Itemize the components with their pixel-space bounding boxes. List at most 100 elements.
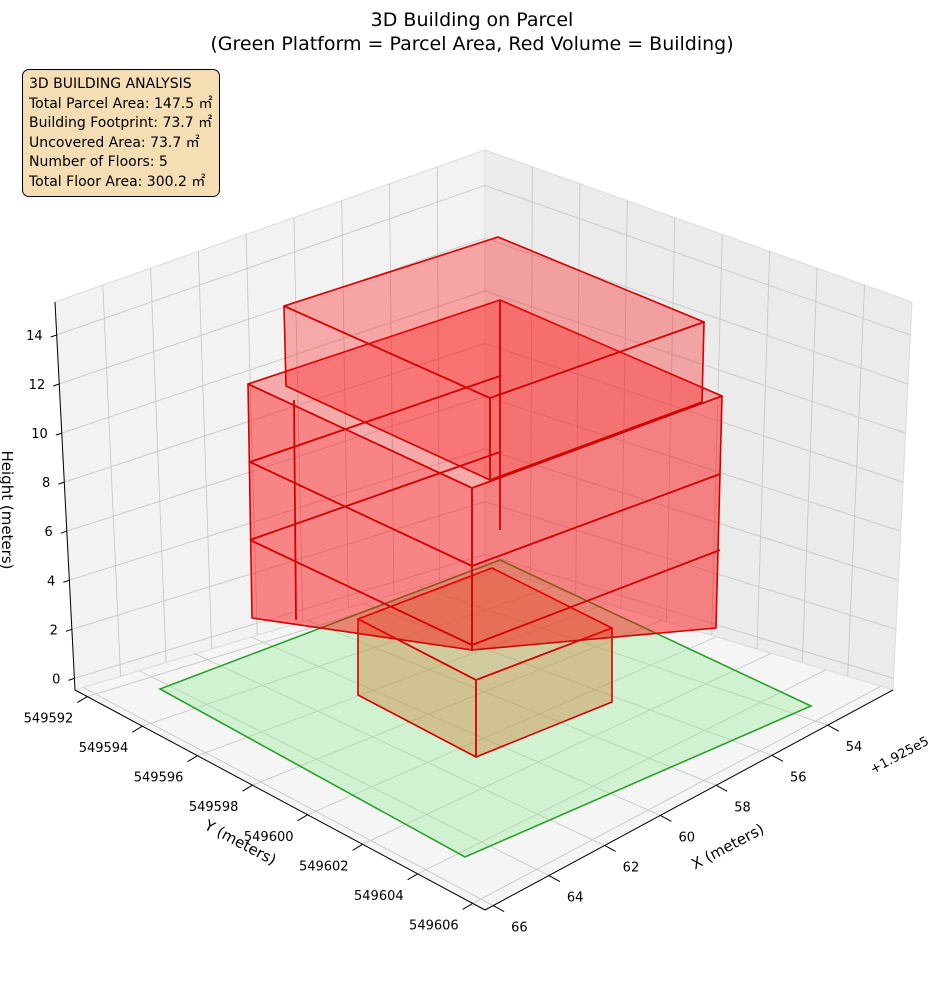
y-grid-line-floor — [362, 652, 772, 845]
y-tick-label: 549606 — [409, 918, 459, 933]
z-axis-label: Height (meters) — [0, 451, 16, 570]
y-tick-label: 549592 — [24, 712, 74, 727]
x-tick-label: 56 — [790, 770, 807, 785]
right-wall-vertical-grid — [575, 183, 581, 595]
z-tick-mark — [65, 628, 73, 632]
x-tick-mark — [492, 905, 505, 913]
annotation-line-floor-area: Total Floor Area: 300.2 ㎡ — [29, 173, 206, 190]
floor-line-left-2 — [249, 539, 473, 646]
tower-top-right-face — [489, 321, 705, 481]
y-tick-mark — [132, 725, 143, 733]
y-grid-line-floor — [142, 586, 553, 727]
chart-subtitle: (Green Platform = Parcel Area, Red Volum… — [210, 33, 733, 55]
right-wall-vertical-grid — [801, 268, 818, 663]
floor-line-back-1 — [249, 375, 501, 463]
x-tick-label: 64 — [567, 891, 584, 906]
x-axis-line — [484, 689, 894, 911]
floor-line-right-1 — [471, 473, 721, 567]
ground-block-right-face — [475, 627, 613, 758]
right-wall-vertical-grid — [665, 217, 676, 622]
grid-lines — [56, 166, 911, 906]
y-tick-label: 549604 — [354, 889, 404, 904]
floor-line-left-1 — [249, 461, 473, 567]
y-tick-mark — [242, 784, 253, 792]
x-grid-line-floor — [419, 586, 828, 726]
y-tick-label: 549596 — [134, 771, 184, 786]
floor-line-right-2 — [471, 549, 721, 646]
y-grid-line-floor — [417, 669, 827, 875]
z-tick-mark — [53, 383, 60, 387]
y-tick-label: 549594 — [79, 741, 129, 756]
y-tick-label: 549600 — [244, 830, 294, 845]
z-tick-label: 6 — [45, 525, 53, 540]
z-tick-mark — [68, 677, 75, 681]
annotation-line-parcel-area: Total Parcel Area: 147.5 ㎡ — [29, 95, 213, 112]
chart-title: 3D Building on Parcel — [371, 9, 574, 31]
building-volume — [247, 236, 723, 758]
y-grid-line-floor — [307, 636, 717, 816]
right-wall-vertical-grid — [529, 166, 533, 581]
left-wall-vertical-grid — [197, 251, 213, 650]
annotation-line-footprint: Building Footprint: 73.7 ㎡ — [29, 115, 213, 131]
z-tick-label: 2 — [50, 623, 58, 638]
x-tick-mark — [604, 845, 616, 852]
x-tick-label: 54 — [846, 740, 863, 755]
y-axis-line — [74, 689, 486, 911]
x-tick-mark — [660, 814, 672, 822]
left-wall-vertical-grid — [436, 166, 440, 581]
inner-vertical-edge — [293, 399, 297, 621]
z-tick-mark — [50, 334, 57, 338]
x-tick-label: 66 — [511, 921, 528, 936]
y-tick-mark — [77, 696, 88, 704]
z-tick-label: 12 — [29, 378, 46, 393]
x-axis-label: X (meters) — [688, 820, 767, 873]
right-wall-vertical-grid — [756, 251, 771, 650]
y-tick-mark — [352, 843, 363, 851]
x-tick-mark — [715, 784, 728, 792]
axis-lines — [54, 301, 894, 911]
z-tick-label: 10 — [31, 427, 48, 442]
x-tick-label: 60 — [678, 830, 695, 845]
y-axis-ticks: 549592 549594 549596 549598 549600 549602 5496… — [24, 696, 473, 933]
x-axis-ticks: 54 56 58 60 62 64 66 — [492, 724, 863, 936]
left-wall-vertical-grid — [245, 234, 258, 636]
z-tick-label: 4 — [47, 574, 55, 589]
annotation-line-floors: Number of Floors: 5 — [29, 154, 168, 170]
z-axis-line — [54, 301, 76, 691]
left-wall-vertical-grid — [150, 268, 167, 663]
z-tick-label: 14 — [26, 329, 43, 344]
z-tick-label: 0 — [52, 672, 60, 687]
x-tick-label: 62 — [623, 860, 640, 875]
x-grid-line-floor — [195, 653, 605, 846]
z-axis-ticks: 0 2 4 6 8 10 12 14 — [26, 329, 75, 687]
y-tick-mark — [297, 814, 308, 822]
x-tick-mark — [771, 754, 784, 762]
x-grid-line-floor — [307, 619, 717, 786]
analysis-annotation-box: 3D BUILDING ANALYSIS Total Parcel Area: … — [22, 69, 220, 197]
x-grid-line-floor — [82, 687, 494, 906]
annotation-heading: 3D BUILDING ANALYSIS — [29, 76, 192, 92]
annotation-line-uncovered: Uncovered Area: 73.7 ㎡ — [29, 134, 200, 151]
z-tick-mark — [60, 530, 67, 534]
x-grid-line-floor — [363, 603, 773, 756]
z-tick-mark — [55, 432, 62, 436]
y-tick-label: 549598 — [189, 800, 239, 815]
right-wall-vertical-grid — [620, 200, 628, 609]
x-tick-mark — [827, 724, 839, 732]
y-tick-mark — [187, 755, 198, 763]
floor-line-back-2 — [249, 451, 501, 541]
tower-upper-slab — [247, 299, 723, 489]
x-tick-label: 58 — [734, 800, 751, 815]
x-tick-mark — [548, 875, 561, 882]
z-tick-label: 8 — [42, 476, 50, 491]
right-wall-vertical-grid — [847, 285, 866, 677]
right-wall-vertical-grid — [711, 234, 723, 636]
y-grid-line-floor — [197, 603, 607, 757]
y-grid-line-floor — [252, 619, 662, 786]
y-grid-line-floor — [472, 685, 881, 904]
z-tick-mark — [58, 481, 65, 485]
y-tick-mark — [462, 902, 473, 910]
y-tick-label: 549602 — [299, 859, 349, 874]
left-wall-vertical-grid — [341, 200, 349, 609]
